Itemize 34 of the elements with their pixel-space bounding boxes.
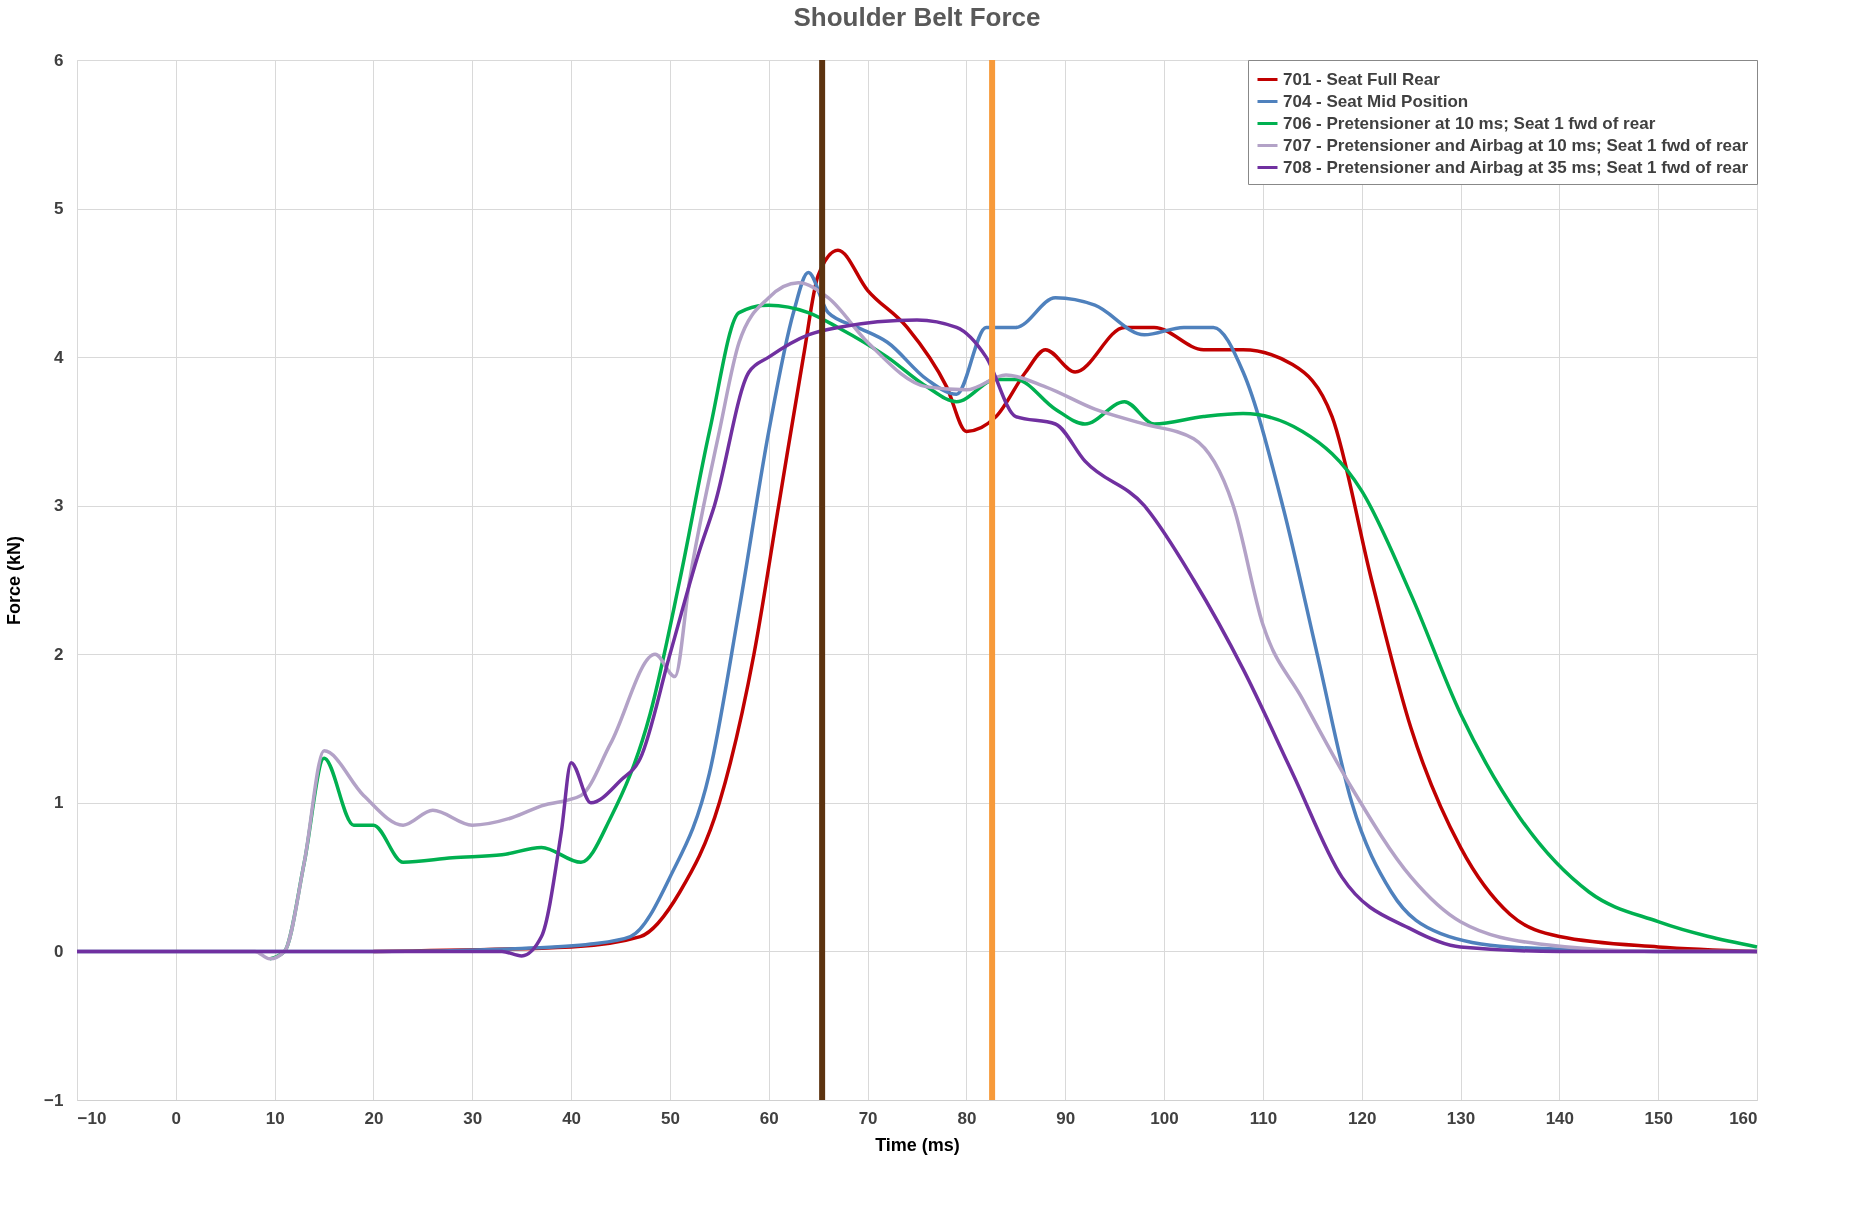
x-tick-label: 0 bbox=[171, 1108, 182, 1128]
x-tick-label: 30 bbox=[463, 1108, 483, 1128]
y-tick-label: 5 bbox=[54, 199, 64, 219]
x-tick-label: −10 bbox=[77, 1108, 107, 1128]
x-tick-label: 10 bbox=[265, 1108, 285, 1128]
legend-label: 701 - Seat Full Rear bbox=[1283, 69, 1441, 89]
legend-label: 707 - Pretensioner and Airbag at 10 ms; Seat 1 fwd of rear bbox=[1283, 135, 1749, 155]
x-tick-label: 130 bbox=[1446, 1108, 1476, 1128]
legend-label: 706 - Pretensioner at 10 ms; Seat 1 fwd of rear bbox=[1283, 113, 1656, 133]
x-tick-label: 100 bbox=[1150, 1108, 1179, 1128]
x-axis-title: Time (ms) bbox=[875, 1134, 960, 1155]
x-tick-label: 150 bbox=[1644, 1108, 1673, 1128]
chart-title: Shoulder Belt Force bbox=[793, 2, 1041, 32]
y-tick-label: 6 bbox=[54, 50, 64, 70]
x-tick-label: 40 bbox=[562, 1108, 582, 1128]
x-tick-label: 70 bbox=[858, 1108, 878, 1128]
x-tick-label: 160 bbox=[1729, 1108, 1758, 1128]
x-tick-label: 140 bbox=[1545, 1108, 1575, 1128]
x-tick-label: 20 bbox=[364, 1108, 384, 1128]
y-tick-label: 4 bbox=[54, 347, 65, 367]
x-tick-label: 80 bbox=[957, 1108, 977, 1128]
y-tick-label: 0 bbox=[54, 941, 64, 961]
y-tick-label: 1 bbox=[54, 793, 64, 813]
x-tick-label: 50 bbox=[660, 1108, 680, 1128]
y-axis-title: Force (kN) bbox=[4, 535, 25, 626]
x-tick-label: 110 bbox=[1249, 1108, 1278, 1128]
x-tick-label: 90 bbox=[1056, 1108, 1076, 1128]
y-tick-label: 3 bbox=[54, 496, 64, 516]
y-tick-label: −1 bbox=[44, 1090, 64, 1110]
x-tick-label: 120 bbox=[1348, 1108, 1377, 1128]
legend-label: 704 - Seat Mid Position bbox=[1283, 91, 1469, 111]
legend-label: 708 - Pretensioner and Airbag at 35 ms; Seat 1 fwd of rear bbox=[1283, 157, 1749, 177]
y-tick-label: 2 bbox=[54, 644, 64, 664]
x-tick-label: 60 bbox=[759, 1108, 779, 1128]
